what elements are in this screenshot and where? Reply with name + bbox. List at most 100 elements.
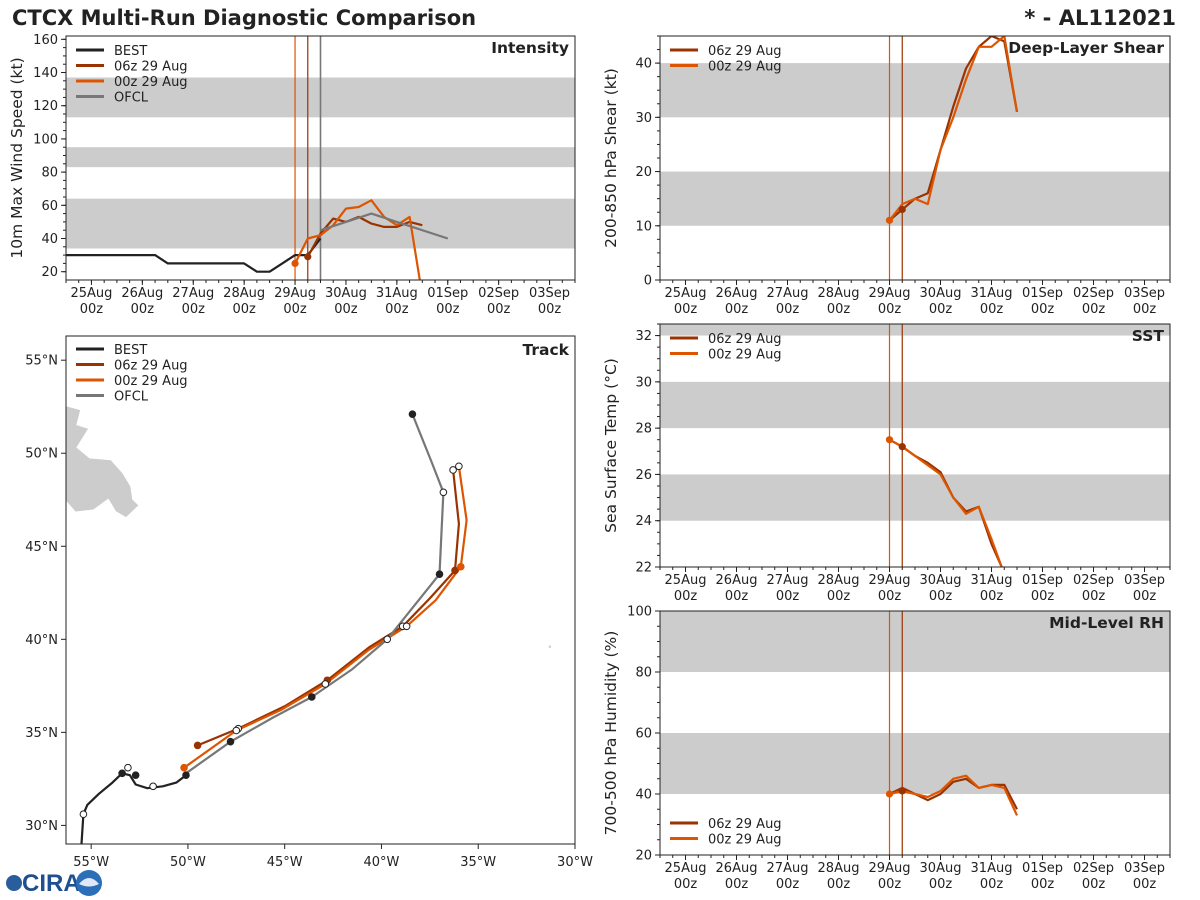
- intensity-ytick-label: 140: [33, 66, 58, 81]
- sst-band: [660, 381, 1170, 429]
- intensity-xtick-label: 00z: [131, 302, 155, 317]
- rh-xtick-label: 27Aug: [767, 861, 809, 876]
- track-point: [439, 488, 448, 497]
- track-point: [457, 562, 465, 571]
- legend-label: OFCL: [114, 91, 149, 106]
- legend-label: 06z 29 Aug: [708, 44, 782, 59]
- shear-xtick-label: 27Aug: [767, 286, 809, 301]
- shear-panel: 01020304025Aug00z26Aug00z27Aug00z28Aug00…: [602, 35, 1171, 317]
- sst-xtick-label: 00z: [980, 589, 1004, 604]
- track-ytick-label: 50°N: [25, 447, 58, 462]
- track-series-run00: [183, 466, 468, 769]
- shear-xtick-label: 01Sep: [1022, 286, 1063, 301]
- track-point: [180, 763, 188, 772]
- land-newfoundland: [66, 406, 139, 518]
- intensity-plot-area: [66, 36, 575, 280]
- sst-ytick-label: 30: [635, 375, 652, 390]
- land-islet: [548, 645, 552, 648]
- rh-panel: 2040608010025Aug00z26Aug00z27Aug00z28Aug…: [602, 605, 1171, 892]
- intensity-xtick-label: 01Sep: [427, 286, 468, 301]
- shear-xtick-label: 00z: [725, 302, 749, 317]
- track-point: [79, 810, 88, 819]
- intensity-ytick-label: 80: [41, 166, 58, 181]
- sst-panel: 22242628303225Aug00z26Aug00z27Aug00z28Au…: [602, 323, 1171, 604]
- track-ytick-label: 35°N: [25, 726, 58, 741]
- sst-xtick-label: 26Aug: [716, 573, 758, 588]
- shear-xtick-label: 02Sep: [1073, 286, 1114, 301]
- track-xtick-label: 50°W: [170, 855, 206, 870]
- track-point: [124, 763, 132, 772]
- intensity-xtick-label: 00z: [182, 302, 206, 317]
- intensity-start-point: [304, 253, 312, 261]
- intensity-xtick-label: 26Aug: [121, 286, 163, 301]
- rh-xtick-label: 00z: [674, 877, 698, 892]
- rh-title: Mid-Level RH: [1049, 614, 1164, 632]
- shear-xtick-label: 00z: [827, 302, 851, 317]
- rh-plot-area: [660, 611, 1170, 855]
- intensity-ytick-label: 40: [41, 232, 58, 247]
- track-xtick-label: 30°W: [557, 855, 593, 870]
- sst-xtick-label: 03Sep: [1124, 573, 1165, 588]
- rh-xtick-label: 00z: [776, 877, 800, 892]
- intensity-xtick-label: 00z: [283, 302, 307, 317]
- shear-plot-area: [660, 36, 1170, 280]
- sst-xtick-label: 31Aug: [971, 573, 1013, 588]
- storm-id: * - AL112021: [1024, 6, 1176, 30]
- intensity-xtick-label: 00z: [80, 302, 104, 317]
- rh-ytick-label: 80: [635, 666, 652, 681]
- track-point: [451, 566, 459, 575]
- track-ytick-label: 40°N: [25, 633, 58, 648]
- sst-xtick-label: 01Sep: [1022, 573, 1063, 588]
- track-point: [435, 570, 444, 578]
- sst-ytick-label: 24: [635, 514, 652, 529]
- intensity-xtick-label: 03Sep: [529, 286, 570, 301]
- shear-xtick-label: 28Aug: [818, 286, 860, 301]
- shear-xtick-label: 00z: [1133, 302, 1157, 317]
- track-xtick-label: 55°W: [73, 855, 109, 870]
- intensity-panel: 2040608010012014016025Aug00z26Aug00z27Au…: [8, 33, 576, 317]
- intensity-ytick-label: 60: [41, 199, 58, 214]
- shear-xtick-label: 30Aug: [920, 286, 962, 301]
- track-point: [383, 635, 392, 644]
- intensity-series-best: [66, 237, 322, 273]
- rh-xtick-label: 25Aug: [665, 861, 707, 876]
- shear-xtick-label: 00z: [929, 302, 953, 317]
- shear-series-run00: [888, 36, 1019, 222]
- rh-ylabel: 700-500 hPa Humidity (%): [602, 631, 620, 836]
- track-series-run06: [197, 469, 460, 747]
- rh-xtick-label: 30Aug: [920, 861, 962, 876]
- rh-xtick-label: 00z: [980, 877, 1004, 892]
- track-point: [321, 680, 330, 688]
- legend-label: 00z 29 Aug: [708, 348, 782, 363]
- shear-xtick-label: 00z: [674, 302, 698, 317]
- rh-ytick-label: 60: [635, 727, 652, 742]
- sst-xtick-label: 00z: [1133, 589, 1157, 604]
- shear-start-point: [898, 205, 906, 214]
- intensity-xtick-label: 25Aug: [70, 286, 112, 301]
- sst-ytick-label: 32: [635, 329, 652, 344]
- sst-band: [660, 474, 1170, 521]
- rh-xtick-label: 00z: [1133, 877, 1157, 892]
- rh-xtick-label: 02Sep: [1073, 861, 1114, 876]
- logo-globe-icon: [6, 875, 22, 891]
- rh-band: [660, 611, 1170, 672]
- intensity-ytick-label: 160: [33, 33, 58, 48]
- shear-xtick-label: 29Aug: [869, 286, 911, 301]
- intensity-start-point: [291, 259, 299, 268]
- legend-label: 00z 29 Aug: [708, 833, 782, 848]
- legend-label: 06z 29 Aug: [114, 359, 188, 374]
- intensity-xtick-label: 27Aug: [172, 286, 214, 301]
- shear-series-run06: [888, 36, 1019, 222]
- track-point: [402, 622, 411, 631]
- intensity-ylabel: 10m Max Wind Speed (kt): [8, 57, 26, 258]
- legend-label: BEST: [114, 343, 147, 358]
- sst-xtick-label: 00z: [725, 589, 749, 604]
- rh-xtick-label: 26Aug: [716, 861, 758, 876]
- track-series-best: [80, 772, 187, 844]
- rh-xtick-label: 29Aug: [869, 861, 911, 876]
- sst-xtick-label: 28Aug: [818, 573, 860, 588]
- shear-start-point: [885, 216, 894, 224]
- shear-xtick-label: 00z: [878, 302, 902, 317]
- track-point: [149, 782, 157, 791]
